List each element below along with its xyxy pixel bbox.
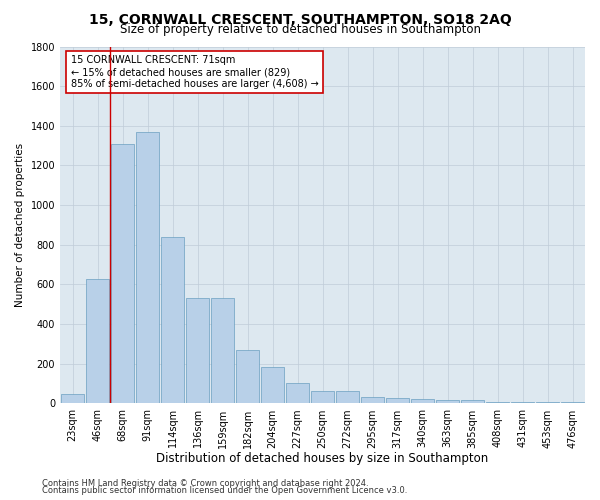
Bar [111,144,134,404]
Text: 15, CORNWALL CRESCENT, SOUTHAMPTON, SO18 2AQ: 15, CORNWALL CRESCENT, SOUTHAMPTON, SO18… [89,12,511,26]
Bar [486,402,509,404]
Bar [211,298,234,404]
Bar [436,400,459,404]
Bar [61,394,84,404]
Bar [386,398,409,404]
Text: Size of property relative to detached houses in Southampton: Size of property relative to detached ho… [119,22,481,36]
Bar [311,390,334,404]
Bar [86,278,109,404]
Bar [511,402,534,404]
Bar [336,390,359,404]
Bar [161,237,184,404]
Text: Contains public sector information licensed under the Open Government Licence v3: Contains public sector information licen… [42,486,407,495]
Bar [136,132,159,404]
Bar [236,350,259,404]
Bar [186,298,209,404]
Text: 15 CORNWALL CRESCENT: 71sqm
← 15% of detached houses are smaller (829)
85% of se: 15 CORNWALL CRESCENT: 71sqm ← 15% of det… [71,56,318,88]
Bar [461,400,484,404]
Bar [411,398,434,404]
Y-axis label: Number of detached properties: Number of detached properties [15,143,25,307]
Bar [261,367,284,404]
Bar [361,396,384,404]
Text: Contains HM Land Registry data © Crown copyright and database right 2024.: Contains HM Land Registry data © Crown c… [42,478,368,488]
X-axis label: Distribution of detached houses by size in Southampton: Distribution of detached houses by size … [157,452,488,465]
Bar [561,402,584,404]
Bar [536,402,559,404]
Bar [286,382,309,404]
